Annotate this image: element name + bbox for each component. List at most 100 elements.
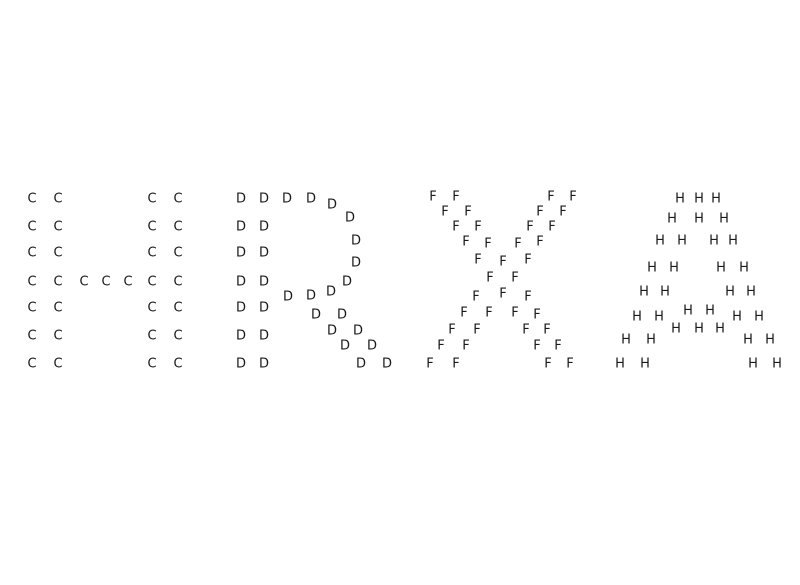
glyph-a: H [715,321,725,337]
glyph-x: F [464,204,472,220]
glyph-r: D [305,288,317,304]
glyph-r: D [325,284,337,300]
glyph-r: D [235,245,247,261]
glyph-h: C [147,219,157,235]
glyph-a: H [640,356,650,372]
glyph-r: D [281,191,293,207]
glyph-r: D [381,356,393,372]
glyph-a: H [716,260,726,276]
glyph-a: H [743,332,753,348]
glyph-x: F [533,338,541,354]
glyph-h: C [123,274,133,290]
glyph-r: D [352,323,364,339]
glyph-h: C [53,274,63,290]
glyph-a: H [772,356,782,372]
glyph-x: F [522,322,530,338]
glyph-a: H [694,211,704,227]
glyph-r: D [235,274,247,290]
glyph-h: C [53,219,63,235]
glyph-x: F [474,252,482,268]
glyph-h: C [173,356,183,372]
glyph-a: H [694,321,704,337]
glyph-r: D [355,356,367,372]
glyph-a: H [621,332,631,348]
glyph-x: F [485,305,493,321]
glyph-a: H [654,309,664,325]
glyph-h: C [27,356,37,372]
glyph-x: F [533,307,541,323]
glyph-x: F [526,219,534,235]
glyph-x: F [429,189,437,205]
glyph-a: H [671,321,681,337]
glyph-x: F [536,234,544,250]
glyph-h: C [147,356,157,372]
glyph-a: H [725,284,735,300]
glyph-h: C [173,328,183,344]
glyph-x: F [473,322,481,338]
glyph-r: D [339,338,351,354]
glyph-h: C [173,274,183,290]
glyph-x: F [472,289,480,305]
glyph-r: D [258,300,270,316]
glyph-x: F [484,236,492,252]
glyph-r: D [282,289,294,305]
glyph-r: D [344,210,356,226]
glyph-a: H [746,284,756,300]
glyph-h: C [147,300,157,316]
glyph-h: C [147,245,157,261]
glyph-a: H [709,233,719,249]
glyph-x: F [448,322,456,338]
glyph-h: C [147,328,157,344]
glyph-h: C [173,191,183,207]
glyph-h: C [27,191,37,207]
glyph-a: H [639,284,649,300]
glyph-h: C [27,300,37,316]
glyph-r: D [258,328,270,344]
glyph-h: C [173,245,183,261]
glyph-x: F [536,204,544,220]
glyph-a: H [728,233,738,249]
glyph-x: F [462,338,470,354]
glyph-x: F [437,338,445,354]
glyph-x: F [524,289,532,305]
glyph-x: F [486,270,494,286]
glyph-a: H [765,332,775,348]
glyph-r: D [235,356,247,372]
glyph-r: D [366,338,378,354]
glyph-r: D [326,197,338,213]
glyph-x: F [499,286,507,302]
glyph-r: D [235,300,247,316]
glyph-h: C [79,274,89,290]
glyph-x: F [460,305,468,321]
glyph-h: C [147,274,157,290]
glyph-a: H [705,303,715,319]
glyph-r: D [235,219,247,235]
glyph-x: F [452,189,460,205]
glyph-h: C [27,245,37,261]
glyph-x: F [499,254,507,270]
glyph-x: F [514,236,522,252]
glyph-h: C [53,300,63,316]
glyph-r: D [235,328,247,344]
glyph-h: C [53,328,63,344]
glyph-x: F [543,322,551,338]
glyph-a: H [711,191,721,207]
glyph-x: F [474,219,482,235]
glyph-x: F [544,356,552,372]
glyph-r: D [258,245,270,261]
glyph-a: H [748,356,758,372]
glyph-h: C [147,191,157,207]
glyph-h: C [53,191,63,207]
glyph-x: F [569,189,577,205]
glyph-h: C [53,356,63,372]
glyph-a: H [677,233,687,249]
glyph-a: H [646,332,656,348]
glyph-x: F [554,338,562,354]
glyph-x: F [547,189,555,205]
glyph-x: F [462,234,470,250]
glyph-h: C [27,274,37,290]
glyph-x: F [524,252,532,268]
glyph-a: H [683,303,693,319]
glyph-x: F [548,219,556,235]
